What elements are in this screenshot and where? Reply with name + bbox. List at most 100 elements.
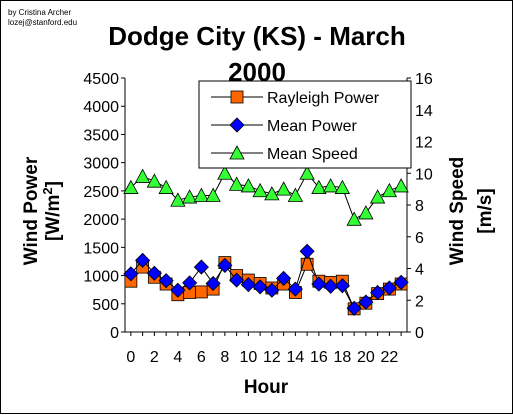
right-y-tick-label: 12: [415, 135, 433, 152]
mean-power-point: [299, 243, 315, 259]
mean-power-point: [252, 279, 268, 295]
mean-power-point: [381, 280, 397, 296]
x-tick-label: 18: [333, 349, 351, 366]
left-y-tick-label: 1000: [83, 269, 119, 286]
right-y-tick-label: 6: [415, 230, 424, 247]
mean-speed-point: [123, 179, 139, 194]
chart-title-line1: Dodge City (KS) - March: [108, 21, 406, 51]
x-tick-label: 2: [150, 349, 159, 366]
mean-speed-point: [228, 176, 245, 191]
mean-speed-point: [134, 168, 151, 183]
mean-speed-point: [322, 178, 339, 193]
x-tick-label: 12: [263, 349, 281, 366]
x-tick-label: 16: [310, 349, 328, 366]
right-y-tick-label: 16: [415, 71, 433, 88]
mean-power-point: [323, 278, 339, 294]
mean-power-point: [229, 272, 245, 288]
mean-power-point: [158, 273, 174, 289]
left-y-tick-label: 0: [110, 325, 119, 342]
x-tick-label: 4: [173, 349, 182, 366]
mean-power-point: [287, 281, 303, 297]
x-tick-label: 0: [126, 349, 135, 366]
mean-power-point: [205, 275, 221, 292]
mean-speed-point: [311, 179, 327, 194]
right-axis-label-line1: Wind Speed: [447, 157, 468, 266]
legend-marker-rayleigh-power: [230, 90, 244, 104]
right-y-tick-label: 2: [415, 293, 424, 310]
legend-label-mean-power: Mean Power: [267, 118, 357, 135]
mean-speed-point: [240, 178, 257, 193]
mean-power-point: [358, 294, 374, 310]
mean-speed-point: [158, 179, 174, 194]
left-axis-label-line2: [W/m2]: [40, 181, 64, 241]
mean-power-point: [170, 282, 186, 298]
x-tick-label: 22: [380, 349, 398, 366]
left-y-tick-label: 2500: [83, 184, 119, 201]
mean-speed-point: [358, 205, 374, 220]
right-y-tick-label: 0: [415, 325, 424, 342]
legend-label-rayleigh-power: Rayleigh Power: [267, 90, 380, 107]
mean-speed-point: [170, 192, 186, 207]
mean-power-point: [334, 278, 350, 294]
left-y-tick-label: 2000: [83, 212, 119, 229]
mean-speed-point: [205, 187, 221, 202]
mean-power-point: [217, 257, 233, 273]
mean-speed-point: [346, 211, 362, 226]
left-y-tick-label: 500: [92, 297, 119, 314]
mean-speed-point: [264, 186, 280, 201]
x-tick-label: 20: [357, 349, 375, 366]
mean-speed-point: [381, 182, 398, 198]
mean-speed-point: [217, 165, 233, 180]
left-y-tick-label: 3500: [83, 127, 119, 144]
mean-power-point: [370, 284, 386, 301]
left-y-tick-label: 4500: [83, 71, 119, 88]
mean-speed-point: [252, 182, 268, 198]
credit-author: by Cristina Archer: [8, 8, 71, 17]
mean-speed-point: [275, 181, 292, 196]
right-y-tick-label: 10: [415, 166, 433, 183]
mean-power-point: [182, 275, 198, 291]
mean-speed-point: [193, 187, 210, 202]
mean-power-point: [393, 274, 409, 290]
mean-power-point: [123, 266, 139, 282]
left-axis-label-close: ]: [43, 181, 64, 187]
mean-speed-point: [334, 179, 351, 194]
x-axis-label: Hour: [244, 377, 289, 398]
credit-email: lozej@stanford.edu: [8, 18, 77, 27]
x-tick-label: 14: [286, 349, 304, 366]
plot-area: 0500100015002000250030003500400045000246…: [83, 71, 432, 366]
right-y-tick-label: 8: [415, 198, 424, 215]
mean-power-point: [346, 300, 362, 316]
x-tick-label: 10: [239, 349, 257, 366]
mean-speed-point: [393, 178, 409, 193]
mean-speed-point: [369, 189, 386, 204]
legend-marker-mean-speed: [229, 145, 245, 160]
mean-power-point: [146, 265, 162, 281]
mean-power-point: [276, 270, 292, 286]
mean-power-point: [193, 259, 209, 275]
mean-power-point: [240, 277, 256, 293]
right-y-tick-label: 14: [415, 103, 433, 120]
left-axis-label-unit: [W/m: [43, 195, 64, 241]
left-axis-label: Wind Power [W/m2]: [21, 156, 64, 265]
x-tick-label: 8: [220, 349, 229, 366]
right-y-tick-label: 4: [415, 262, 424, 279]
mean-power-point: [135, 252, 151, 268]
left-axis-label-sup: 2: [40, 187, 55, 194]
left-y-tick-label: 4000: [83, 99, 119, 116]
left-y-tick-label: 3000: [83, 156, 119, 173]
mean-speed-point: [287, 187, 304, 202]
rayleigh-power-point: [194, 285, 208, 299]
legend-label-mean-speed: Mean Speed: [267, 146, 358, 163]
mean-speed-point: [146, 173, 163, 188]
mean-speed-point: [299, 165, 315, 180]
right-axis-label-line2: [m/s]: [475, 188, 496, 233]
left-y-tick-label: 1500: [83, 240, 119, 257]
legend-marker-mean-power: [229, 117, 245, 133]
right-axis-label: Wind Speed [m/s]: [447, 157, 496, 266]
mean-power-point: [264, 282, 280, 298]
x-tick-label: 6: [197, 349, 206, 366]
legend: Rayleigh Power Mean Power Mean Speed: [198, 80, 412, 169]
